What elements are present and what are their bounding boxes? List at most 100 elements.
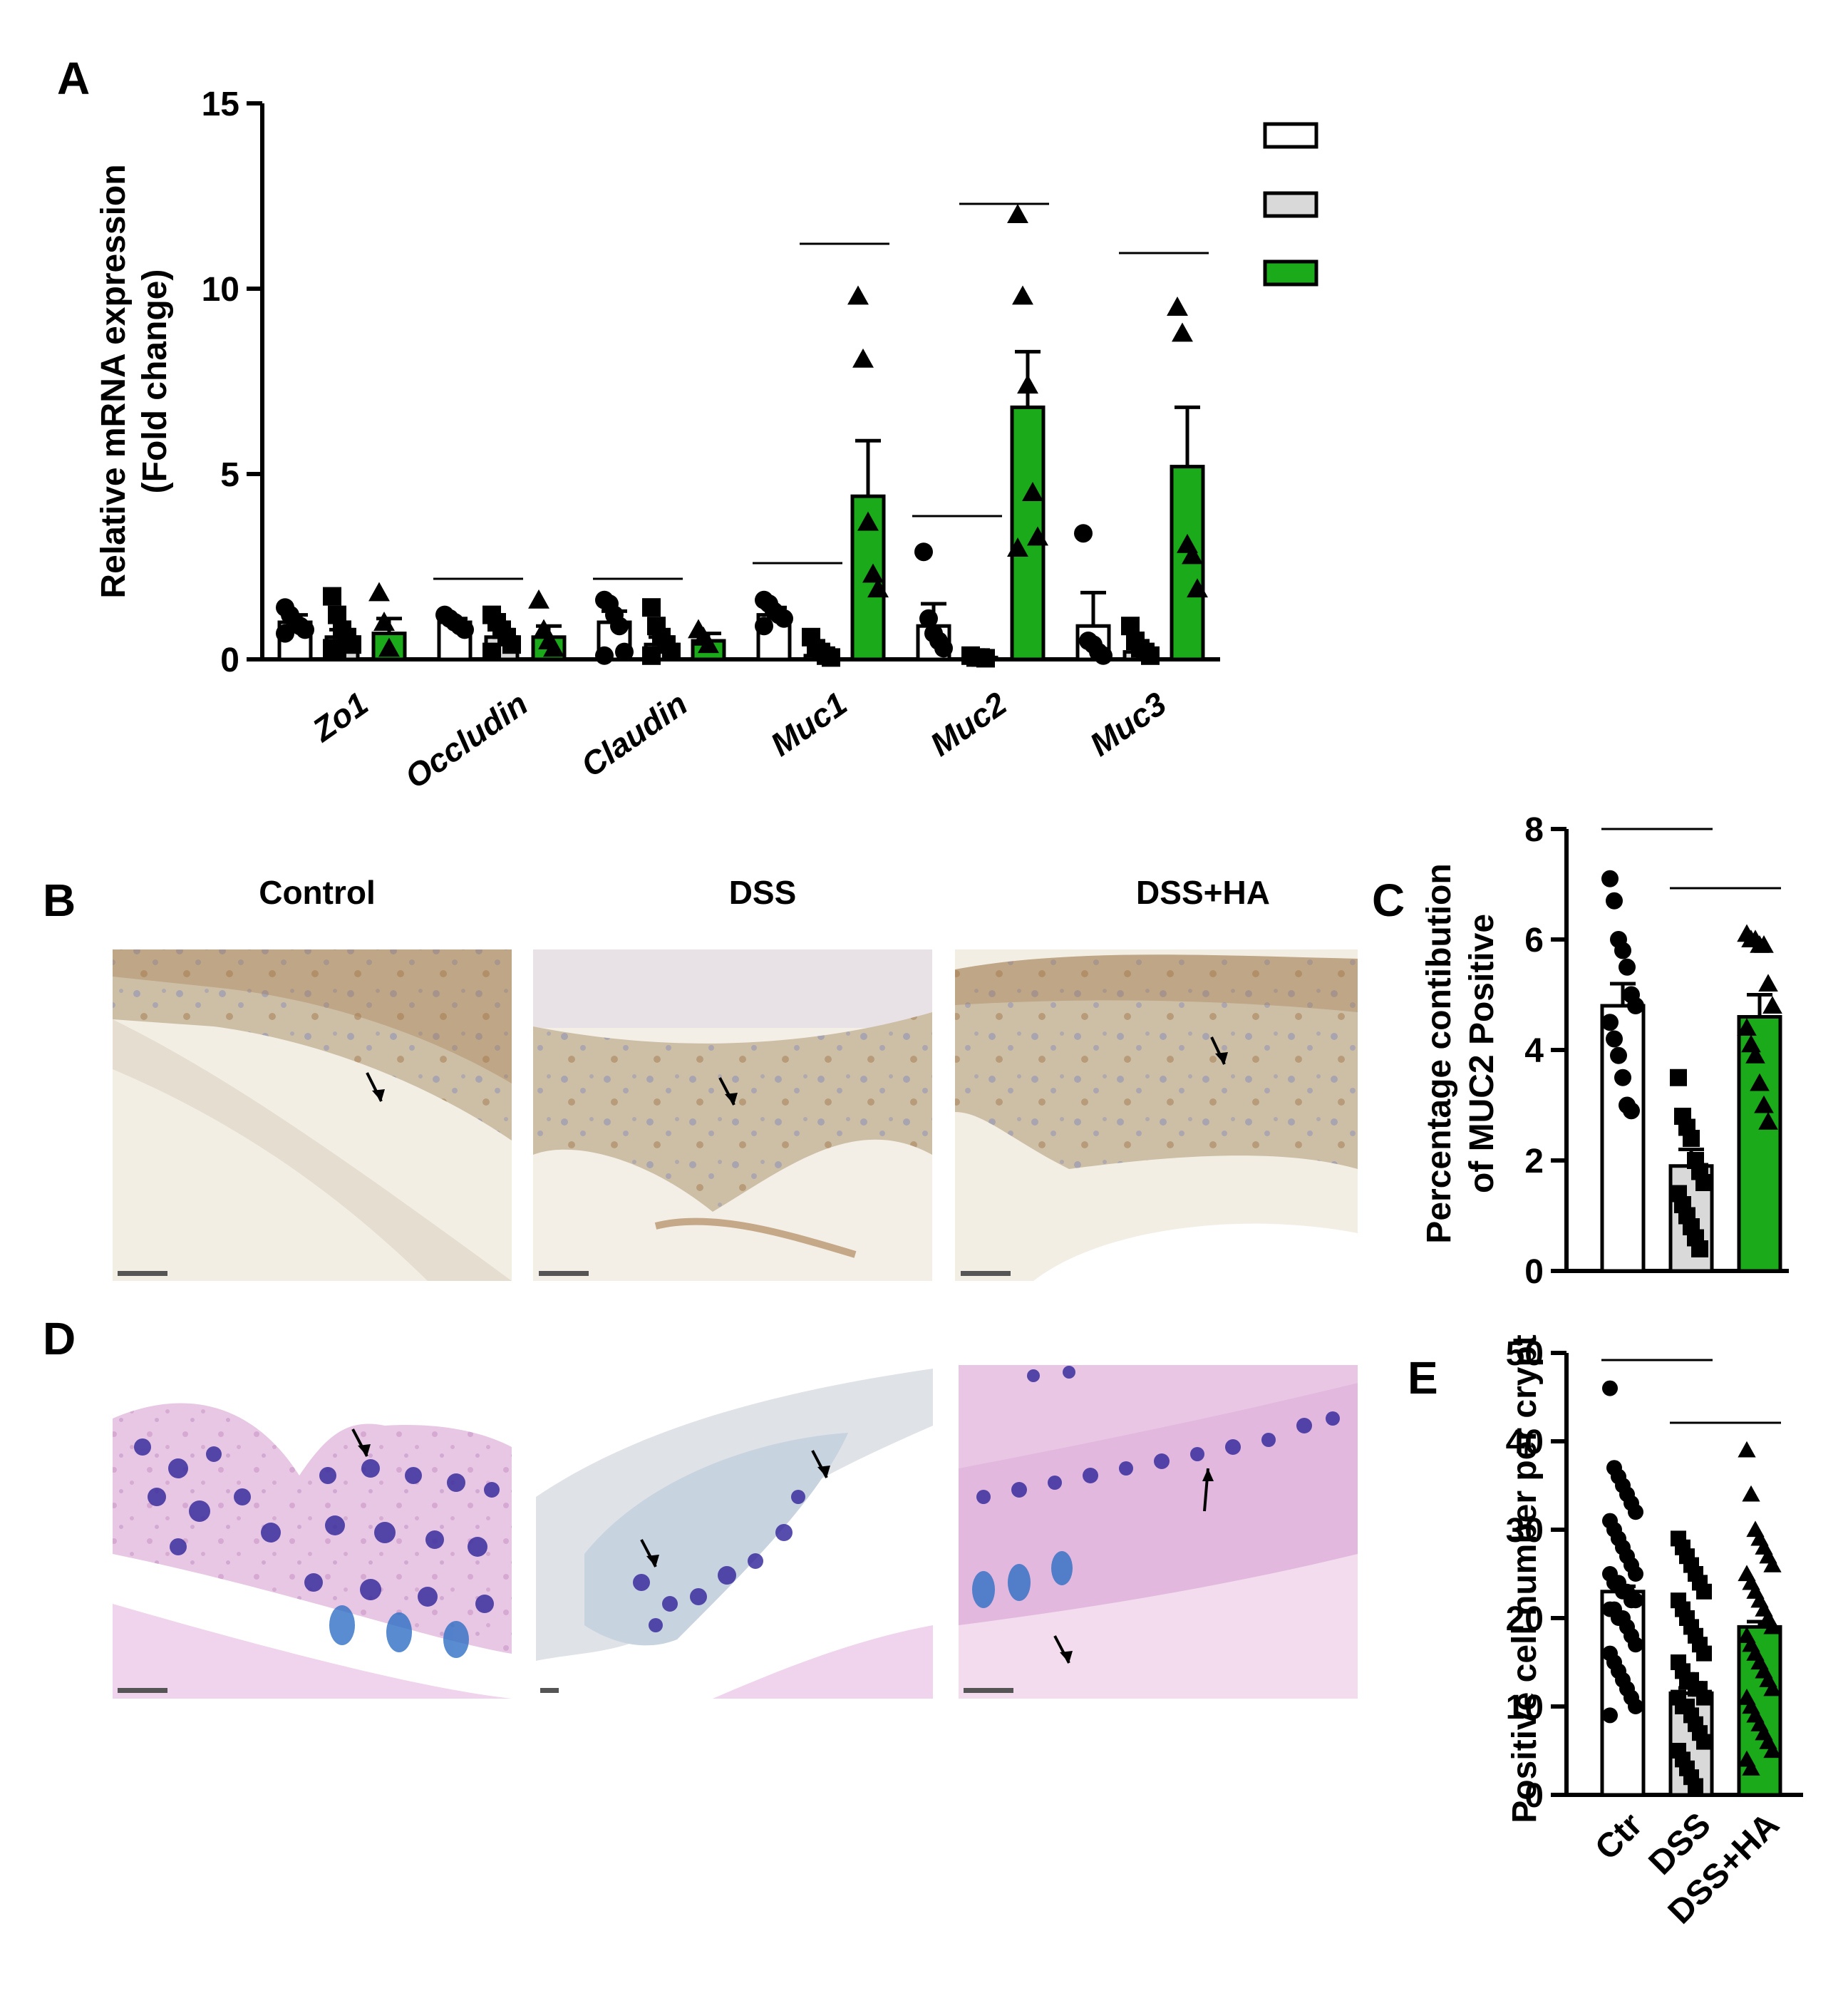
data-point-control	[615, 642, 634, 661]
data-point-control	[755, 617, 773, 636]
data-point-control	[934, 639, 953, 658]
y-tick-label-e: 40	[1506, 1423, 1544, 1461]
data-point-control	[1619, 958, 1636, 976]
data-point-control	[1601, 1014, 1619, 1031]
ab-pas-micrograph-dss-ha	[959, 1365, 1358, 1699]
data-point-dss	[1141, 646, 1160, 665]
data-point-dss	[1696, 1734, 1712, 1750]
data-point-dss	[1695, 1174, 1713, 1191]
ab-pas-micrograph-control	[113, 1365, 512, 1699]
data-point-dss	[1696, 1645, 1712, 1662]
category-label-muc1: Muc1	[764, 685, 854, 763]
data-point-dss-ha	[1745, 1045, 1765, 1064]
category-label-ctr: Ctr	[1588, 1806, 1649, 1867]
y-tick-label-a: 5	[220, 456, 239, 494]
y-tick-label-c: 8	[1524, 811, 1544, 849]
data-point-control	[296, 620, 314, 639]
data-point-dss-ha	[1754, 935, 1774, 953]
panel-letter-e: E	[1408, 1352, 1438, 1404]
data-point-dss-ha	[1763, 1741, 1782, 1759]
data-point-control	[1614, 942, 1631, 959]
y-tick-label-e: 0	[1524, 1777, 1544, 1815]
data-point-dss	[1691, 1240, 1708, 1257]
data-point-dss-ha	[1167, 297, 1188, 316]
y-tick-label-c: 4	[1524, 1032, 1544, 1070]
data-point-dss	[976, 649, 995, 668]
data-point-dss-ha	[862, 563, 884, 583]
data-point-dss-ha	[1763, 1679, 1782, 1696]
data-point-dss-ha	[1754, 1095, 1774, 1113]
column-title-dss-ha: DSS+HA	[1136, 874, 1270, 911]
y-tick-label-c: 0	[1524, 1253, 1544, 1291]
data-point-control	[775, 609, 793, 628]
data-point-dss-ha	[1017, 374, 1038, 394]
panel-letter-d: D	[43, 1313, 76, 1364]
column-title-control: Control	[259, 874, 376, 911]
panel-letter-a: A	[57, 53, 90, 104]
category-label-claudin: Claudin	[574, 685, 694, 784]
y-tick-label-c: 2	[1524, 1143, 1544, 1180]
data-point-dss-ha	[1742, 1485, 1760, 1502]
data-point-ctr	[1602, 1380, 1618, 1396]
y-tick-label-e: 20	[1506, 1600, 1544, 1638]
data-point-dss	[642, 598, 661, 617]
data-point-dss-ha	[1738, 1441, 1756, 1458]
data-point-dss	[1683, 1130, 1700, 1147]
y-axis-label-c: Percentage contibution of MUC2 Positive	[1420, 863, 1501, 1243]
data-point-dss-ha	[852, 348, 874, 368]
data-point-dss-ha	[1012, 285, 1033, 305]
y-tick-label-e: 30	[1506, 1512, 1544, 1550]
ab-pas-micrograph-dss	[536, 1365, 933, 1699]
panel-letter-c: C	[1372, 875, 1405, 926]
data-point-control	[919, 609, 938, 628]
data-point-dss-ha	[698, 634, 719, 654]
data-point-dss-ha	[1007, 204, 1028, 223]
data-point-control	[1601, 870, 1619, 887]
category-label-muc2: Muc2	[924, 684, 1013, 763]
data-point-dss-ha	[867, 578, 889, 598]
y-axis-label-line: (Fold change)	[136, 269, 174, 494]
data-point-dss-ha	[373, 612, 395, 631]
data-point-control	[1627, 997, 1644, 1014]
data-point-dss	[328, 642, 346, 661]
data-point-dss-ha	[1742, 1759, 1760, 1776]
y-axis-label-a: Relative mRNA expression (Fold change)	[95, 164, 174, 598]
data-point-dss-ha	[1763, 1617, 1782, 1634]
data-point-dss-ha	[1022, 482, 1043, 501]
data-point-dss	[1670, 1069, 1687, 1086]
data-point-dss-ha	[847, 285, 869, 305]
panel-letter-b: B	[43, 875, 76, 926]
data-point-control	[610, 617, 629, 636]
y-tick-label-a: 0	[220, 642, 239, 679]
data-point-control	[1623, 1102, 1640, 1120]
data-point-dss-ha	[1758, 1111, 1778, 1130]
data-point-dss	[1696, 1583, 1712, 1600]
data-point-ctr	[1602, 1707, 1618, 1724]
data-point-control	[1606, 892, 1623, 910]
ihc-micrograph-dss-ha	[955, 949, 1358, 1281]
y-axis-label-line: Percentage contibution	[1420, 863, 1458, 1243]
data-point-dss-ha	[1172, 322, 1193, 342]
chart-a: 0 5 10 15 Relative mRNA expression (Fold chan…	[95, 86, 1318, 796]
data-point-ctr	[1628, 1637, 1643, 1653]
ihc-micrograph-control	[113, 949, 512, 1281]
y-axis-label-line: of MUC2 Positive	[1463, 914, 1501, 1193]
data-point-dss-ha	[1187, 578, 1208, 598]
data-point-dss-ha	[1007, 537, 1028, 557]
data-point-dss	[323, 587, 341, 606]
category-label-muc3: Muc3	[1083, 684, 1173, 763]
y-tick-label-a: 10	[202, 271, 239, 309]
y-tick-label-e: 10	[1506, 1689, 1544, 1726]
data-point-dss-ha	[528, 589, 549, 609]
y-axis-label-e: Positive cell number per crypt	[1506, 1334, 1544, 1823]
y-tick-label-e: 50	[1506, 1335, 1544, 1373]
data-point-ctr	[1628, 1699, 1643, 1714]
data-point-control	[595, 646, 614, 665]
legend-swatch-control	[1263, 122, 1318, 149]
data-point-dss	[1688, 1778, 1703, 1794]
data-point-dss-ha	[1750, 1073, 1770, 1091]
category-label-zo1: Zo1	[304, 685, 374, 750]
data-point-control	[1610, 1046, 1627, 1064]
data-point-dss	[482, 642, 501, 661]
